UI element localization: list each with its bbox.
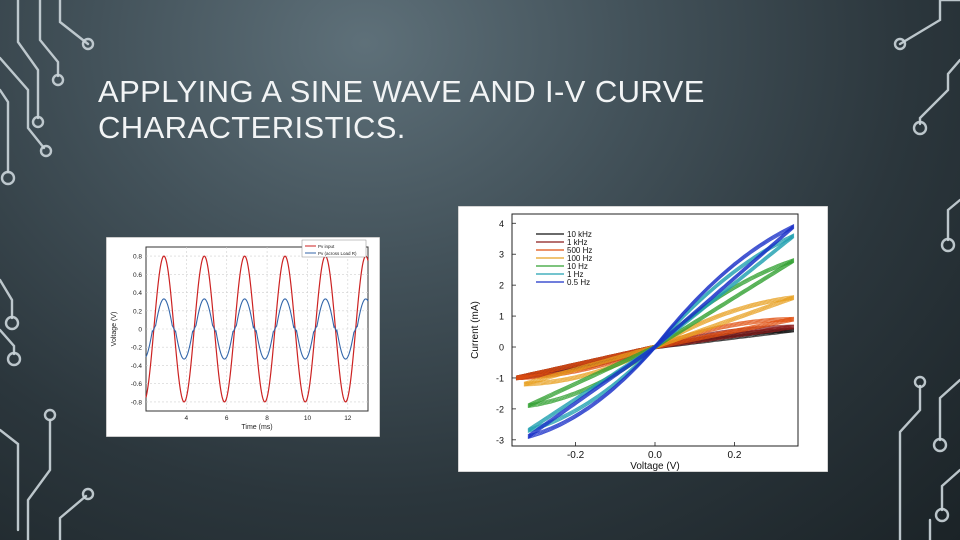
series-line-pv-input bbox=[145, 255, 369, 403]
legend-label: 1 Hz bbox=[567, 270, 583, 279]
legend-label: 0.5 Hz bbox=[567, 278, 590, 287]
x-tick-label: -0.2 bbox=[567, 450, 585, 461]
y-tick-label: -1 bbox=[496, 373, 504, 383]
y-tick-label: -0.8 bbox=[131, 399, 143, 406]
loop-line bbox=[515, 319, 795, 379]
x-tick-label: 4 bbox=[185, 415, 189, 422]
loop-line bbox=[527, 227, 795, 440]
y-tick-label: 0.4 bbox=[133, 290, 142, 297]
loop-line bbox=[515, 318, 795, 378]
y-tick-label: -0.4 bbox=[131, 363, 143, 370]
y-tick-label: 3 bbox=[499, 250, 504, 260]
legend-label: 10 kHz bbox=[567, 230, 592, 239]
y-tick-label: 0.2 bbox=[133, 308, 142, 315]
legend-label: 100 Hz bbox=[567, 254, 592, 263]
y-tick-label: 0.6 bbox=[133, 272, 142, 279]
sine-wave-chart: 0.8 0.6 0.4 0.2 0 -0.2 -0.4 -0.6 -0.8 4 6 8 10 12 Time… bbox=[106, 237, 380, 437]
y-axis-label: Current (mA) bbox=[470, 301, 481, 359]
legend-label: Pv (across Load R) bbox=[318, 251, 357, 256]
y-tick-label: 1 bbox=[499, 312, 504, 322]
x-tick-label: 8 bbox=[265, 415, 269, 422]
series-line-pv-load bbox=[145, 298, 369, 360]
loop-line bbox=[527, 227, 795, 439]
slide-title-line-2: CHARACTERISTICS. bbox=[98, 110, 406, 145]
x-tick-label: 0.0 bbox=[648, 450, 662, 461]
y-tick-label: 0 bbox=[499, 343, 504, 353]
y-tick-label: -2 bbox=[496, 404, 504, 414]
slide-title-line-1: APPLYING A SINE WAVE AND I-V CURVE bbox=[98, 74, 705, 109]
x-axis-label: Voltage (V) bbox=[630, 461, 679, 472]
legend: Pv input Pv (across Load R) bbox=[301, 239, 367, 258]
y-axis-label: Voltage (V) bbox=[111, 312, 118, 347]
y-tick-label: -0.6 bbox=[131, 381, 143, 388]
x-tick-label: 0.2 bbox=[727, 450, 741, 461]
loop-line bbox=[527, 234, 795, 430]
legend-label: 10 Hz bbox=[567, 262, 588, 271]
x-tick-label: 10 bbox=[304, 415, 312, 422]
y-tick-label: 0.8 bbox=[133, 254, 142, 261]
y-tick-label: 2 bbox=[499, 281, 504, 291]
legend-label: Pv input bbox=[318, 244, 335, 249]
y-tick-label: -0.2 bbox=[131, 345, 143, 352]
series-0-5-hz bbox=[527, 224, 795, 440]
x-tick-label: 12 bbox=[344, 415, 352, 422]
y-tick-label: -3 bbox=[496, 435, 504, 445]
x-axis-label: Time (ms) bbox=[241, 424, 272, 431]
loop-line bbox=[527, 224, 795, 436]
y-tick-label: 0 bbox=[138, 327, 142, 334]
legend-label: 500 Hz bbox=[567, 246, 592, 255]
loop-line bbox=[527, 224, 795, 436]
legend-label: 1 kHz bbox=[567, 238, 587, 247]
slide-title: APPLYING A SINE WAVE AND I-V CURVE CHARA… bbox=[98, 74, 858, 146]
x-tick-label: 6 bbox=[225, 415, 229, 422]
legend-box bbox=[301, 239, 367, 258]
iv-curve-chart: 4 3 2 1 0 -1 -2 -3 -0.2 0.0 0.2 Voltage (V) Current … bbox=[458, 206, 828, 472]
loop-line bbox=[527, 225, 795, 437]
loop-line bbox=[527, 233, 795, 429]
loop-line bbox=[527, 226, 795, 438]
y-tick-label: 4 bbox=[499, 219, 504, 229]
